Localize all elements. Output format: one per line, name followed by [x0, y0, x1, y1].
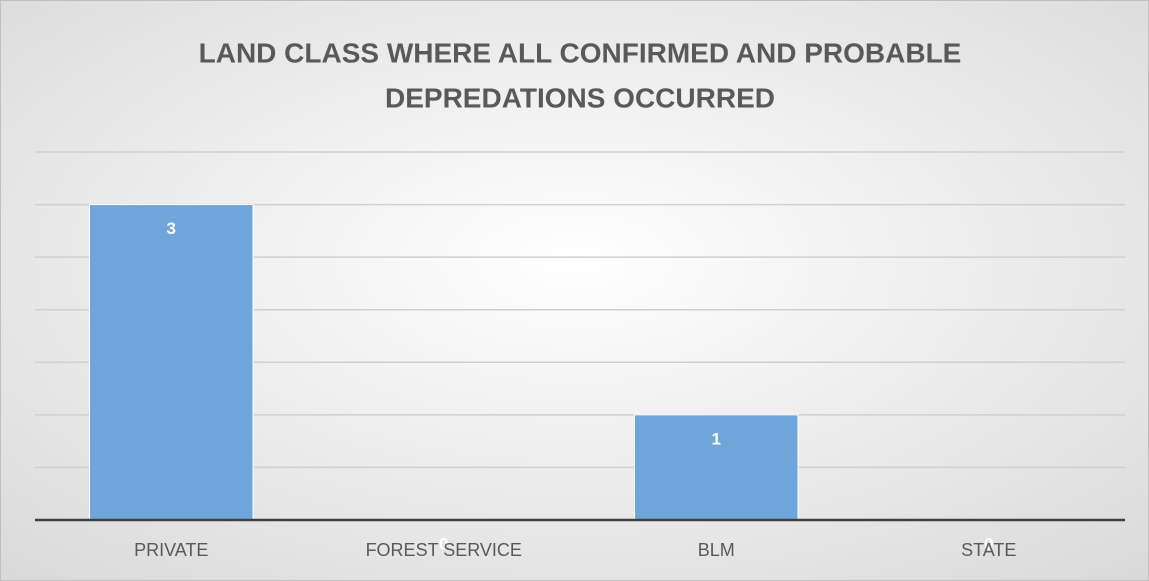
bar: [634, 414, 799, 521]
chart-title: LAND CLASS WHERE ALL CONFIRMED AND PROBA…: [199, 37, 962, 68]
data-label: 3: [167, 219, 176, 238]
x-tick-label: PRIVATE: [134, 540, 208, 560]
x-tick-label: BLM: [698, 540, 735, 560]
x-tick-label: STATE: [961, 540, 1016, 560]
x-tick-label: FOREST SERVICE: [366, 540, 522, 560]
data-label: 1: [712, 429, 721, 448]
data-label: 0: [984, 534, 993, 553]
chart-title: DEPREDATIONS OCCURRED: [385, 82, 775, 113]
data-label: 0: [439, 534, 448, 553]
bar: [89, 204, 254, 521]
